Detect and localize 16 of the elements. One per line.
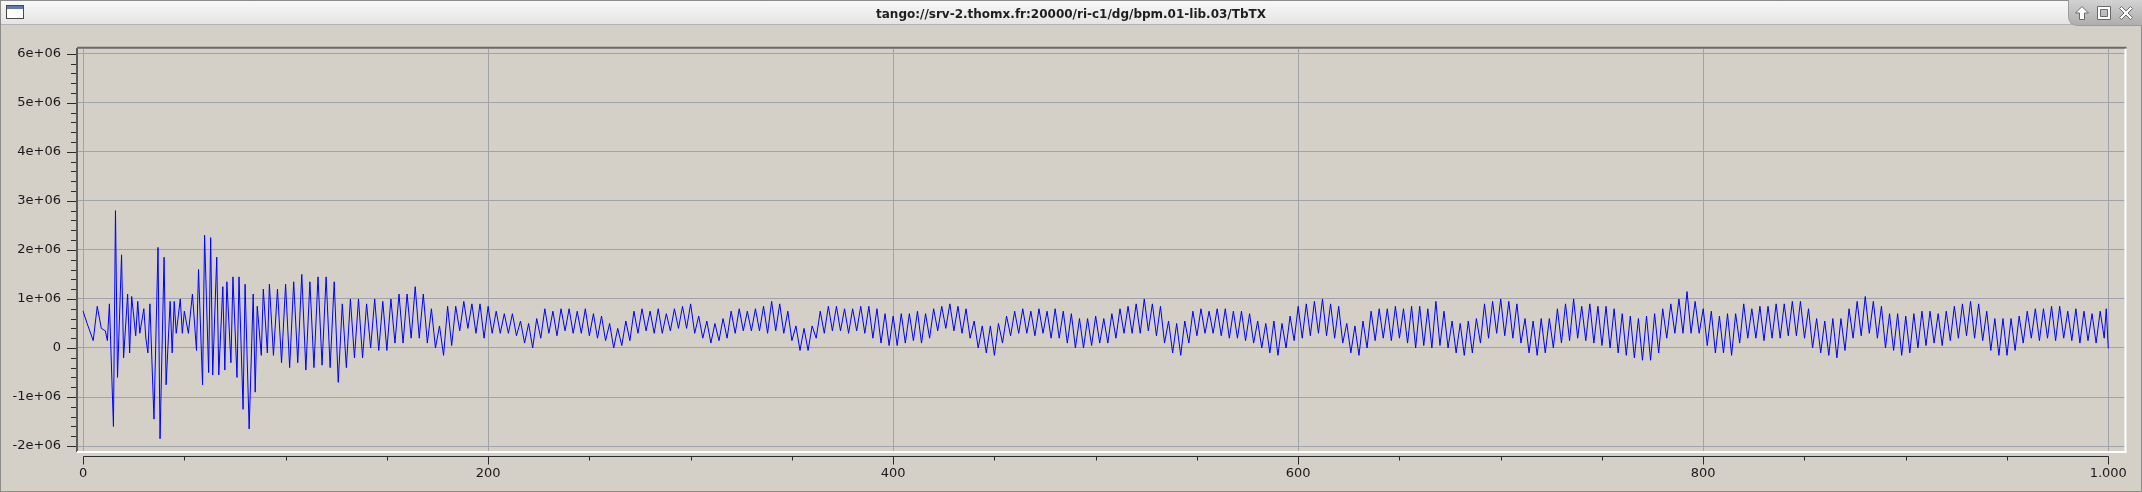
y-tick-label: 1e+06: [17, 290, 61, 306]
x-tick-label: 800: [1690, 465, 1716, 481]
chart-title: tango://srv-2.thomx.fr:20000/ri-c1/dg/bpm.01-lib.03/TbTX: [876, 7, 1266, 21]
x-tick-label: 0: [78, 465, 88, 481]
y-tick-label: -2e+06: [12, 437, 61, 453]
y-tick-label: 0: [52, 339, 61, 355]
y-tick-label: 5e+06: [17, 94, 61, 110]
x-tick-label: 600: [1285, 465, 1311, 481]
y-tick-label: -1e+06: [12, 388, 61, 404]
y-tick-label: 4e+06: [17, 143, 61, 159]
y-tick-label: 6e+06: [17, 45, 61, 61]
y-tick-label: 3e+06: [17, 192, 61, 208]
x-tick-label: 1.000: [2089, 465, 2127, 481]
x-tick-label: 200: [475, 465, 501, 481]
y-tick-label: 2e+06: [17, 241, 61, 257]
x-tick-label: 400: [880, 465, 906, 481]
